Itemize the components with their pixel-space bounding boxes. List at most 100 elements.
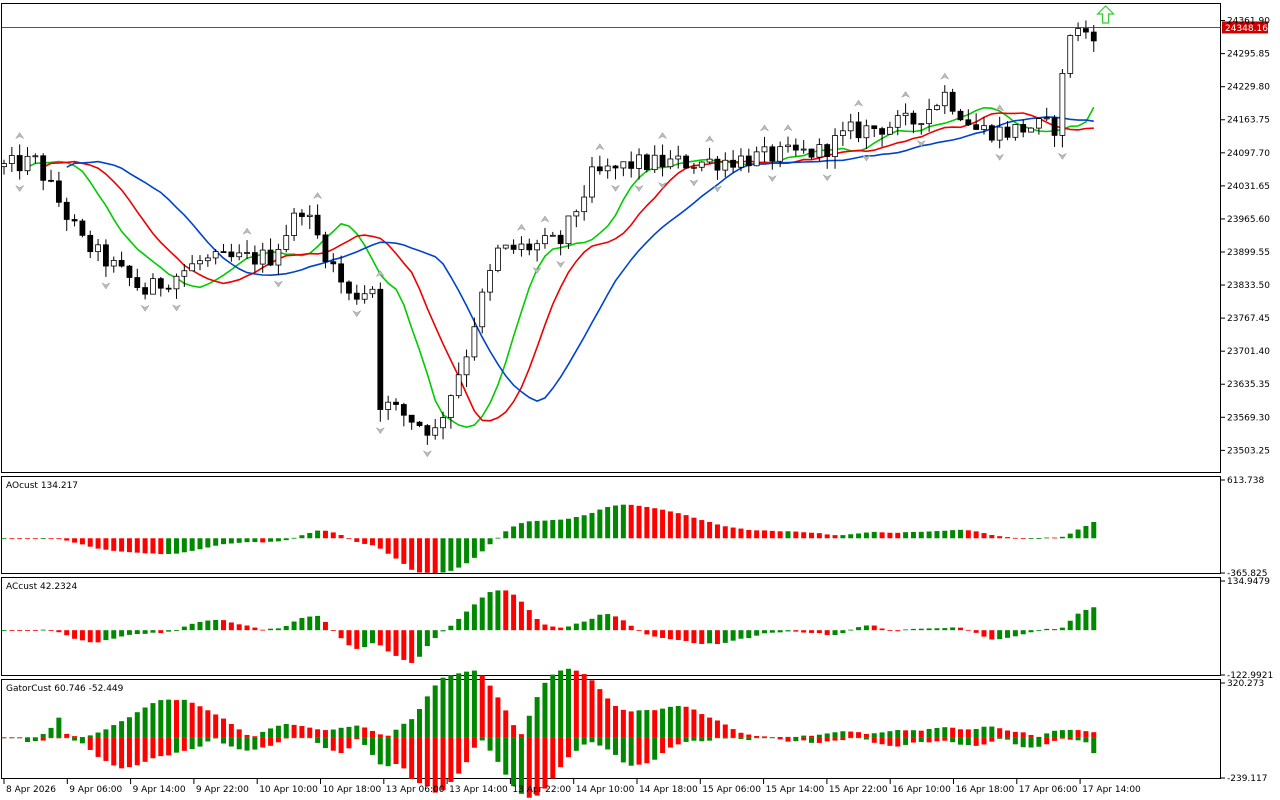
y-tick-label: 24361.90 — [1227, 17, 1270, 27]
histogram-bar — [119, 721, 125, 738]
candle-body-up — [589, 166, 595, 198]
histogram-bar — [863, 532, 869, 539]
histogram-bar — [213, 538, 219, 546]
histogram-bar — [338, 737, 344, 754]
histogram-bar — [534, 737, 540, 796]
histogram-bar — [1005, 730, 1011, 738]
histogram-bar — [1012, 537, 1018, 539]
histogram-bar — [48, 538, 54, 540]
candle — [1059, 68, 1066, 148]
histogram-bar — [714, 524, 720, 539]
price-panel[interactable] — [1, 3, 1221, 473]
histogram-bar — [158, 700, 164, 738]
histogram-bar — [518, 737, 524, 794]
histogram-bar — [887, 532, 893, 539]
candle — [808, 148, 815, 160]
candle-body-down — [745, 155, 752, 167]
histogram-bar — [597, 737, 603, 746]
fractal-down-icon — [422, 450, 433, 458]
histogram-bar — [1028, 630, 1034, 633]
x-tick-label: 17 Apr 14:00 — [1082, 785, 1141, 795]
histogram-bar — [1036, 736, 1042, 738]
histogram-bar — [738, 528, 744, 539]
histogram-bar — [338, 630, 344, 639]
candle — [792, 138, 799, 157]
histogram-bar — [1067, 737, 1073, 740]
candle — [79, 218, 86, 238]
candle-body-down — [393, 401, 399, 405]
histogram-bar — [824, 630, 830, 636]
histogram-bar — [597, 614, 603, 631]
candle-body-up — [698, 161, 705, 168]
histogram-bar — [424, 696, 430, 738]
histogram-bar — [714, 630, 720, 645]
candle-body-down — [730, 159, 737, 168]
histogram-bar — [879, 732, 885, 738]
candle-body-down — [424, 425, 431, 436]
candle — [706, 147, 713, 165]
y-tick-label: 23833.50 — [1227, 281, 1270, 291]
histogram-bar — [322, 730, 328, 738]
histogram-bar — [989, 535, 995, 539]
histogram-bar — [746, 630, 752, 639]
candle — [777, 141, 784, 168]
candle — [1028, 127, 1034, 133]
ao-panel[interactable] — [1, 476, 1221, 574]
candle-body-up — [816, 144, 823, 158]
x-tick-label: 9 Apr 06:00 — [69, 785, 122, 795]
histogram-bar — [683, 515, 689, 539]
histogram-bar — [393, 630, 399, 656]
candle — [612, 164, 619, 180]
candle — [502, 244, 509, 250]
candle-body-down — [871, 125, 878, 129]
candle-body-down — [377, 288, 384, 410]
histogram-bar — [72, 538, 78, 543]
candle-body-down — [338, 263, 345, 283]
candle — [32, 153, 39, 164]
histogram-bar — [1044, 537, 1050, 539]
histogram-bar — [432, 685, 438, 738]
histogram-bar — [683, 706, 689, 738]
histogram-bar — [1020, 732, 1026, 738]
histogram-bar — [1067, 620, 1073, 631]
ac-panel[interactable] — [1, 577, 1221, 676]
gator-panel[interactable] — [1, 679, 1221, 779]
candle-body-up — [706, 158, 713, 163]
histogram-bar — [424, 737, 430, 787]
candle — [150, 273, 156, 295]
histogram-bar — [268, 728, 274, 738]
histogram-bar — [1091, 521, 1097, 539]
histogram-bar — [291, 537, 297, 539]
candle — [393, 398, 399, 411]
histogram-bar — [95, 630, 101, 643]
fractal-down-icon — [994, 153, 1005, 161]
candle-body-down — [228, 251, 235, 258]
histogram-bar — [32, 737, 38, 741]
histogram-bar — [150, 737, 156, 759]
histogram-bar — [252, 538, 258, 543]
histogram-bar — [338, 535, 344, 539]
histogram-bar — [448, 538, 454, 571]
candle-body-down — [103, 244, 109, 267]
histogram-bar — [1020, 538, 1026, 540]
histogram-bar — [299, 617, 305, 631]
candle-body-up — [1075, 28, 1081, 36]
fractal-up-icon — [375, 270, 386, 278]
candle-body-up — [181, 270, 188, 277]
histogram-bar — [848, 731, 854, 738]
candle — [275, 243, 282, 276]
histogram-bar — [534, 697, 540, 738]
histogram-bar — [197, 706, 203, 738]
candle — [934, 103, 940, 111]
histogram-bar — [777, 630, 783, 633]
histogram-bar — [738, 630, 744, 639]
histogram-bar — [589, 680, 595, 738]
histogram-bar — [1052, 730, 1058, 738]
histogram-bar — [315, 615, 321, 631]
histogram-bar — [832, 737, 838, 741]
histogram-bar — [801, 630, 807, 633]
candle-body-up — [236, 252, 243, 258]
